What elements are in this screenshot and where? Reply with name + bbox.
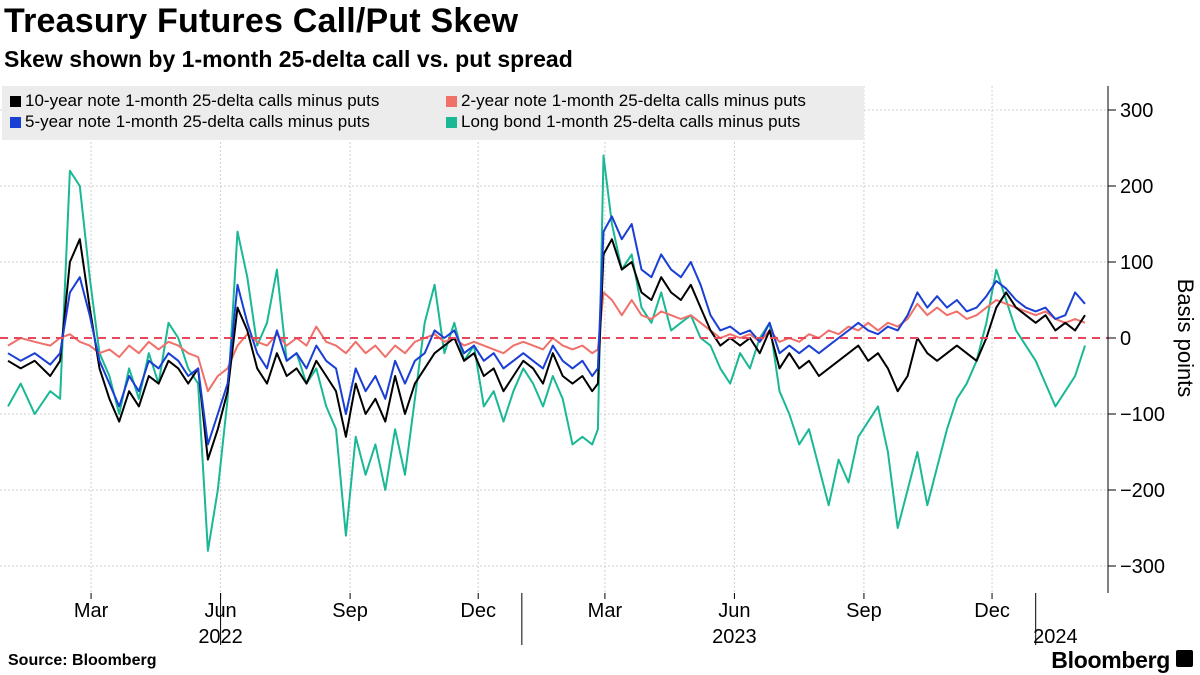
legend-label-long-bond: Long bond 1-month 25-delta calls minus p… (461, 112, 801, 131)
legend-item-2y: 2-year note 1-month 25-delta calls minus… (446, 91, 806, 111)
legend-item-long-bond: Long bond 1-month 25-delta calls minus p… (446, 112, 800, 132)
series-line-long-bond (7, 154, 1086, 552)
year-label: 2024 (1033, 626, 1078, 648)
year-label: 2022 (198, 626, 243, 648)
legend-label-2y: 2-year note 1-month 25-delta calls minus… (461, 91, 806, 110)
year-label: 2023 (712, 626, 757, 648)
legend: 10-year note 1-month 25-delta calls minu… (2, 86, 864, 140)
chart-title: Treasury Futures Call/Put Skew (4, 2, 519, 40)
y-tick-label: −200 (1120, 480, 1165, 502)
legend-swatch-5y (10, 117, 21, 128)
legend-swatch-10y (10, 96, 21, 107)
y-tick-label: 300 (1120, 100, 1153, 122)
legend-label-10y: 10-year note 1-month 25-delta calls minu… (25, 91, 380, 110)
x-tick-label: Dec (460, 600, 496, 622)
y-tick-label: −100 (1120, 404, 1165, 426)
legend-item-10y: 10-year note 1-month 25-delta calls minu… (10, 91, 379, 111)
bloomberg-chart-icon (1176, 650, 1193, 667)
legend-swatch-2y (446, 96, 457, 107)
y-tick-label: −300 (1120, 556, 1165, 578)
legend-swatch-long-bond (446, 117, 457, 128)
source-note: Source: Bloomberg (8, 652, 157, 669)
x-tick-label: Sep (846, 600, 882, 622)
x-tick-label: Sep (332, 600, 368, 622)
y-axis-title: Basis points (1173, 279, 1198, 398)
series-line-5y (7, 215, 1086, 446)
y-tick-label: 100 (1120, 252, 1153, 274)
bloomberg-logo: Bloomberg (1051, 647, 1170, 673)
x-tick-label: Jun (718, 600, 750, 622)
x-tick-label: Mar (74, 600, 109, 622)
y-tick-label: 0 (1120, 328, 1131, 350)
series-line-10y (7, 238, 1086, 461)
series-layer (0, 154, 1108, 552)
y-tick-label: 200 (1120, 176, 1153, 198)
series-line-2y (7, 291, 1086, 393)
legend-label-5y: 5-year note 1-month 25-delta calls minus… (25, 112, 370, 131)
x-tick-label: Dec (974, 600, 1010, 622)
chart-subtitle: Skew shown by 1-month 25-delta call vs. … (4, 46, 573, 72)
x-tick-label: Mar (588, 600, 623, 622)
legend-item-5y: 5-year note 1-month 25-delta calls minus… (10, 112, 370, 132)
